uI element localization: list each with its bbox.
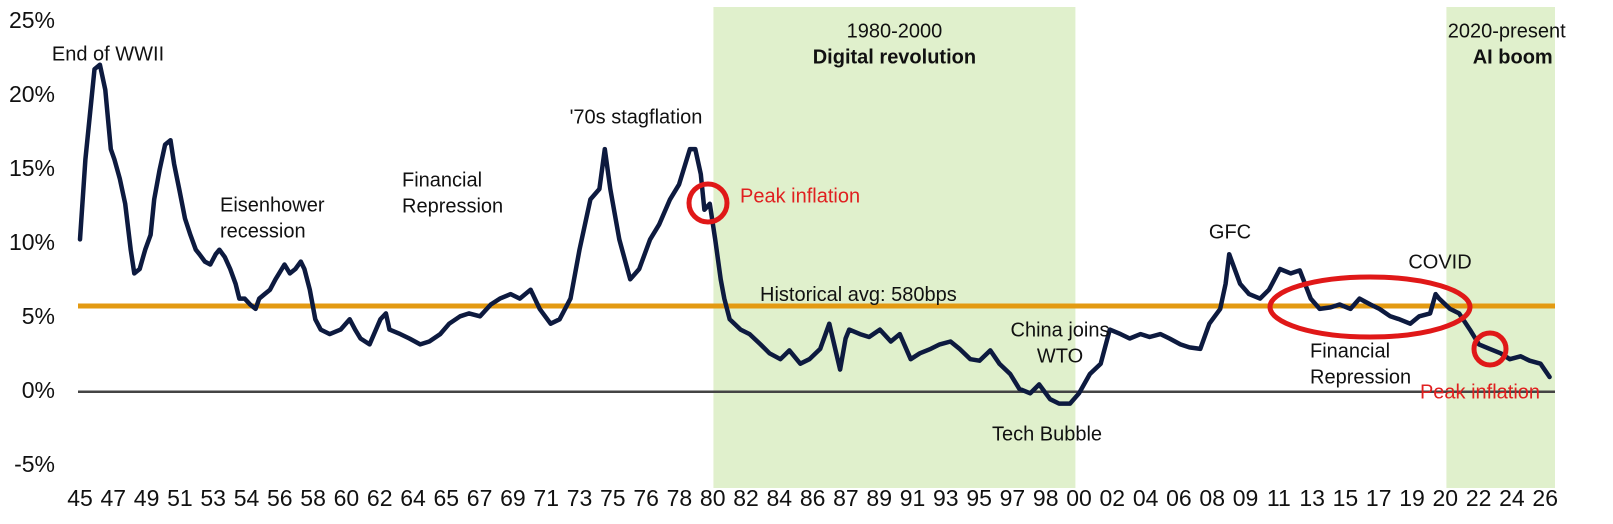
y-tick-label: 20% <box>9 81 55 107</box>
x-tick-label: 91 <box>900 485 926 511</box>
annotation: Financial <box>1310 340 1390 362</box>
region-label: 1980-2000 <box>847 20 943 42</box>
y-tick-label: 10% <box>9 229 55 255</box>
x-tick-label: 11 <box>1267 485 1291 511</box>
x-tick-label: 78 <box>667 485 693 511</box>
x-tick-label: 04 <box>1133 485 1159 511</box>
lines <box>77 62 1555 406</box>
x-tick-label: 56 <box>267 485 293 511</box>
x-tick-label: 13 <box>1299 485 1325 511</box>
annotation: GFC <box>1209 221 1251 243</box>
x-tick-label: 17 <box>1366 485 1392 511</box>
x-tick-label: 69 <box>500 485 526 511</box>
x-tick-label: 62 <box>367 485 393 511</box>
region-sublabel: AI boom <box>1473 46 1553 68</box>
annotation: COVID <box>1408 251 1471 273</box>
y-tick-label: 5% <box>22 303 55 329</box>
x-tick-label: 89 <box>866 485 892 511</box>
annotation: '70s stagflation <box>570 106 703 128</box>
x-tick-label: 76 <box>633 485 659 511</box>
x-tick-label: 82 <box>733 485 759 511</box>
annotation: WTO <box>1037 345 1083 367</box>
texts: 1980-2000 Digital revolution 2020-present A… <box>9 7 1566 511</box>
x-tick-label: 93 <box>933 485 959 511</box>
annotation: Eisenhower <box>220 194 325 216</box>
x-tick-label: 45 <box>67 485 93 511</box>
x-tick-label: 71 <box>533 485 559 511</box>
reference-label: Historical avg: 580bps <box>760 284 957 306</box>
annotation: Peak inflation <box>740 185 860 207</box>
annotation: End of WWII <box>52 43 164 65</box>
x-tick-label: 20 <box>1433 485 1459 511</box>
x-tick-label: 08 <box>1199 485 1225 511</box>
shaded-region <box>1446 7 1555 488</box>
x-tick-label: 95 <box>966 485 992 511</box>
x-tick-label: 06 <box>1166 485 1192 511</box>
annotation: Tech Bubble <box>992 423 1102 445</box>
annotation: Repression <box>402 195 503 217</box>
y-tick-label: -5% <box>14 451 55 477</box>
regions <box>713 7 1555 488</box>
x-tick-label: 54 <box>234 485 260 511</box>
x-tick-label: 24 <box>1499 485 1525 511</box>
annotation: China joins <box>1011 319 1110 341</box>
y-tick-label: 0% <box>22 377 55 403</box>
x-tick-label: 51 <box>167 485 193 511</box>
highlight-circle <box>686 181 730 225</box>
highlight-circles <box>686 181 1509 368</box>
annotation: Repression <box>1310 366 1411 388</box>
highlight-ellipse <box>1267 274 1473 340</box>
highlight-circle <box>1471 330 1509 368</box>
region-sublabel: Digital revolution <box>813 46 976 68</box>
y-tick-label: 15% <box>9 155 55 181</box>
x-tick-label: 80 <box>700 485 726 511</box>
series-line <box>77 62 1552 406</box>
x-tick-label: 19 <box>1399 485 1425 511</box>
x-tick-label: 65 <box>434 485 460 511</box>
x-tick-label: 58 <box>300 485 326 511</box>
region-label: 2020-present <box>1448 20 1566 42</box>
x-tick-label: 98 <box>1033 485 1059 511</box>
x-tick-label: 47 <box>101 485 127 511</box>
x-tick-label: 00 <box>1066 485 1092 511</box>
x-tick-label: 75 <box>600 485 626 511</box>
annotation: recession <box>220 220 306 242</box>
x-tick-label: 87 <box>833 485 859 511</box>
x-tick-label: 53 <box>200 485 226 511</box>
annotation: Financial <box>402 169 482 191</box>
y-tick-label: 25% <box>9 7 55 33</box>
x-tick-label: 49 <box>134 485 160 511</box>
annotation: Peak inflation <box>1420 381 1540 403</box>
x-tick-label: 84 <box>767 485 793 511</box>
x-tick-label: 26 <box>1532 485 1558 511</box>
x-tick-label: 73 <box>567 485 593 511</box>
x-tick-label: 86 <box>800 485 826 511</box>
x-tick-label: 09 <box>1233 485 1259 511</box>
x-tick-label: 22 <box>1466 485 1492 511</box>
x-tick-label: 97 <box>1000 485 1026 511</box>
x-tick-label: 67 <box>467 485 493 511</box>
x-tick-label: 64 <box>400 485 426 511</box>
x-tick-label: 60 <box>334 485 360 511</box>
x-tick-label: 15 <box>1333 485 1359 511</box>
x-tick-label: 02 <box>1100 485 1126 511</box>
shaded-region <box>713 7 1076 488</box>
